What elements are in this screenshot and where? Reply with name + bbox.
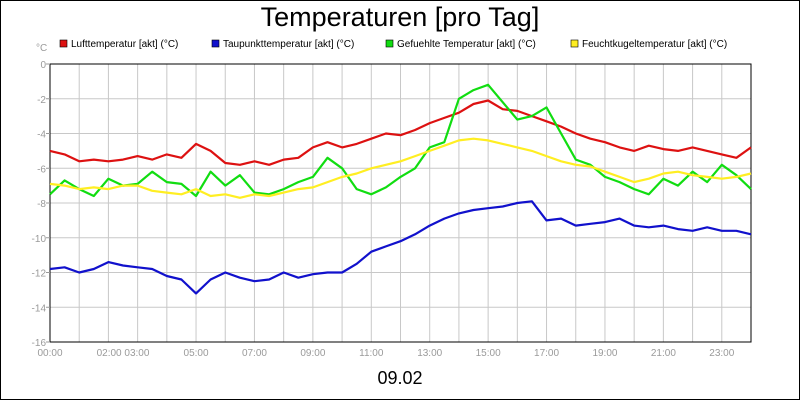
x-tick-label: 15:00 [476,348,501,359]
x-tick-label: 02:00 03:00 [97,348,150,359]
x-tick-label: 05:00 [184,348,209,359]
legend-label: Feuchtkugeltemperatur [akt] (°C) [582,39,727,50]
series-line-1 [49,99,752,166]
y-tick-label: -12 [32,269,47,280]
x-tick-label: 09:00 [300,348,325,359]
x-tick-label: 21:00 [651,348,676,359]
y-tick-label: -10 [32,234,47,245]
legend: Lufttemperatur [akt] (°C) Taupunkttempera… [59,39,727,50]
series-line-3 [49,83,752,198]
grid [50,64,751,342]
x-axis-label: 09.02 [377,368,423,388]
legend-swatch [570,39,579,48]
y-tick-label: -2 [37,95,46,106]
x-tick-label: 23:00 [709,348,734,359]
y-axis-ticks: 0 -2 -4 -6 -8 -10 -12 -14 -16 [32,60,50,349]
legend-label: Taupunkttemperatur [akt] (°C) [223,39,354,50]
y-tick-label: -14 [32,303,47,314]
x-tick-label: 17:00 [534,348,559,359]
series-line-4 [49,137,752,199]
chart-title: Temperaturen [pro Tag] [260,2,540,32]
y-axis-unit: °C [36,43,47,54]
x-tick-label: 11:00 [359,348,384,359]
x-tick-label: 07:00 [242,348,267,359]
y-tick-label: -4 [37,130,46,141]
y-tick-label: -16 [32,338,47,349]
y-tick-label: -8 [37,199,46,210]
x-tick-label: 19:00 [592,348,617,359]
legend-swatch [211,39,220,48]
y-tick-label: 0 [40,60,46,71]
x-tick-label: 00:00 [37,348,62,359]
y-tick-label: -6 [37,164,46,175]
legend-swatch [385,39,394,48]
legend-swatch [59,39,68,48]
x-tick-label: 13:00 [417,348,442,359]
x-axis-ticks: 00:00 02:00 03:00 05:00 07:00 09:00 11:00 13:0… [37,348,734,359]
series-group [49,83,752,295]
series-line-2 [49,200,752,295]
legend-label: Gefuehlte Temperatur [akt] (°C) [397,39,536,50]
legend-label: Lufttemperatur [akt] (°C) [71,39,178,50]
